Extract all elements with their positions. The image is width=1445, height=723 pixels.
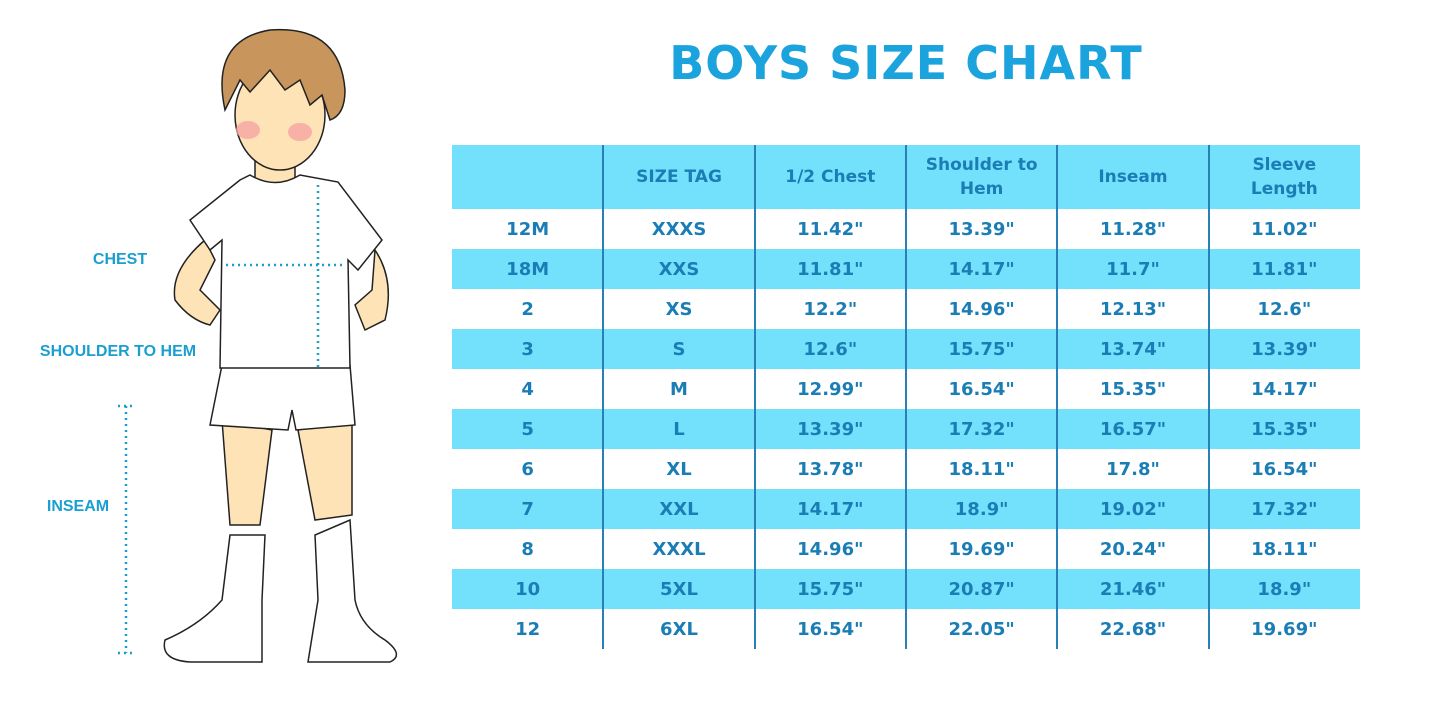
table-cell: 12M: [506, 218, 550, 240]
table-cell: 18.11": [948, 458, 1015, 480]
column-divider: [1207, 145, 1210, 649]
table-cell: 21.46": [1099, 578, 1167, 600]
table-cell: 14.17": [948, 258, 1015, 280]
table-cell: 13.39": [948, 218, 1015, 240]
table-cell: 20.24": [1099, 538, 1167, 560]
table-cell: 12.6": [803, 338, 858, 360]
table-cell: 7: [521, 498, 534, 520]
table-cell: 18.9": [1257, 578, 1312, 600]
table-cell: 10: [515, 578, 541, 600]
size-table: SIZE TAG 1/2 Chest Shoulder to Hem Inseam Sl…: [452, 145, 1360, 649]
header-cell: Inseam: [1098, 167, 1168, 187]
title: BOYS SIZE CHART: [669, 36, 1143, 90]
table-cell: 14.96": [797, 538, 864, 560]
header-cell: 1/2 Chest: [785, 167, 876, 187]
table-cell: 6: [521, 458, 534, 480]
table-cell: 5XL: [660, 578, 698, 600]
header-cell: SIZE TAG: [636, 167, 722, 187]
table-cell: 8: [521, 538, 534, 560]
table-cell: S: [672, 338, 686, 360]
table-cell: XXL: [659, 498, 699, 520]
table-cell: 11.81": [797, 258, 864, 280]
table-cell: 12: [515, 618, 541, 640]
table-cell: 11.42": [797, 218, 864, 240]
table-cell: 19.69": [1251, 618, 1318, 640]
table-cell: XS: [665, 298, 693, 320]
table-cell: 13.74": [1099, 338, 1167, 360]
table-cell: 16.54": [1251, 458, 1318, 480]
table-cell: 13.39": [1251, 338, 1318, 360]
table-cell: 16.57": [1099, 418, 1167, 440]
table-cell: 17.32": [948, 418, 1015, 440]
table-cell: 15.35": [1099, 378, 1167, 400]
column-divider: [1056, 145, 1059, 649]
header-cell: Sleeve Length: [1250, 155, 1318, 199]
boy-figure: [118, 28, 398, 663]
table-cell: 20.87": [948, 578, 1015, 600]
column-divider: [905, 145, 907, 649]
column-divider: [602, 145, 605, 649]
table-cell: XXXL: [652, 538, 706, 560]
column-divider: [753, 145, 756, 649]
table-cell: M: [670, 378, 688, 400]
table-cell: 12.99": [797, 378, 864, 400]
table-cell: 13.39": [797, 418, 864, 440]
figure-label: INSEAM: [46, 498, 110, 515]
figure-label: SHOULDER TO HEM: [39, 343, 197, 360]
table-cell: 19.02": [1099, 498, 1167, 520]
table-cell: 14.17": [1251, 378, 1318, 400]
table-cell: XXS: [658, 258, 700, 280]
table-cell: 5: [521, 418, 534, 440]
table-cell: 15.35": [1251, 418, 1318, 440]
table-cell: 16.54": [948, 378, 1015, 400]
figure-label: CHEST: [92, 251, 148, 268]
table-cell: 14.96": [948, 298, 1015, 320]
table-cell: 22.68": [1099, 618, 1167, 640]
table-cell: 17.32": [1251, 498, 1318, 520]
table-cell: 16.54": [797, 618, 864, 640]
table-cell: 3: [521, 338, 534, 360]
table-cell: 11.81": [1251, 258, 1318, 280]
table-cell: 4: [521, 378, 534, 400]
table-cell: 12.6": [1257, 298, 1312, 320]
table-cell: 11.02": [1251, 218, 1318, 240]
table-cell: 18.9": [954, 498, 1009, 520]
table-cell: 17.8": [1106, 458, 1160, 480]
table-cell: 15.75": [797, 578, 864, 600]
table-cell: 11.7": [1106, 258, 1160, 280]
table-cell: L: [673, 418, 685, 440]
table-cell: 14.17": [797, 498, 864, 520]
table-cell: 12.2": [803, 298, 858, 320]
table-cell: 6XL: [660, 618, 698, 640]
table-cell: 15.75": [948, 338, 1015, 360]
table-cell: 22.05": [948, 618, 1015, 640]
table-cell: XXXS: [651, 218, 707, 240]
table-cell: XL: [666, 458, 692, 480]
table-cell: 12.13": [1099, 298, 1167, 320]
table-cell: 19.69": [948, 538, 1015, 560]
table-cell: 18.11": [1251, 538, 1318, 560]
header-cell: Shoulder to Hem: [925, 155, 1038, 199]
table-cell: 13.78": [797, 458, 864, 480]
table-cell: 18M: [506, 258, 550, 280]
table-cell: 11.28": [1099, 218, 1167, 240]
table-cell: 2: [521, 298, 534, 320]
